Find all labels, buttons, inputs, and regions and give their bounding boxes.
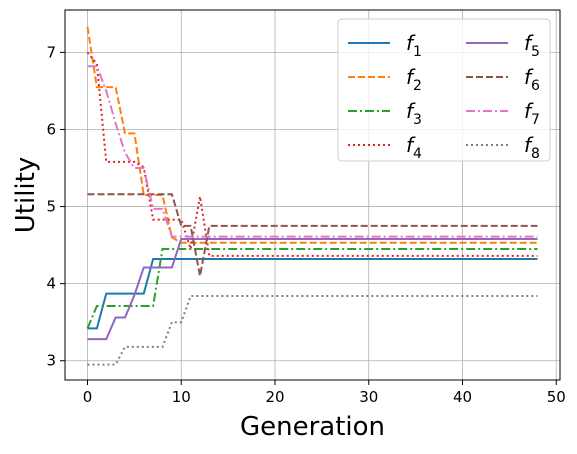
y-tick-label: 7 <box>46 43 56 61</box>
legend-label-subscript: 3 <box>413 112 422 128</box>
series-layer <box>86 26 538 366</box>
legend-label-subscript: 2 <box>413 78 422 94</box>
legend-label-base: f <box>406 65 416 89</box>
x-tick-label: 40 <box>453 388 472 406</box>
legend-label-f6: f6 <box>524 65 540 94</box>
legend-label-base: f <box>524 99 534 123</box>
legend-label-f2: f2 <box>406 65 422 94</box>
tick-layer: 0 10 20 30 40 50 3 4 5 6 7 <box>46 43 565 406</box>
series-line-f8 <box>87 294 538 366</box>
x-tick-label: 50 <box>547 388 566 406</box>
legend-label-subscript: 1 <box>413 44 422 60</box>
legend-label-base: f <box>406 99 416 123</box>
series-line-f3 <box>86 247 538 329</box>
y-tick-label: 6 <box>46 120 56 138</box>
legend-label-base: f <box>524 31 534 55</box>
y-axis-label: Utility <box>11 157 41 233</box>
legend-label-base: f <box>406 133 416 157</box>
series-line-f7 <box>87 65 538 238</box>
legend-label-subscript: 8 <box>531 146 540 162</box>
legend-label-subscript: 7 <box>531 112 540 128</box>
series-line-f1 <box>87 257 538 330</box>
legend-label-f4: f4 <box>406 133 422 162</box>
legend-label-subscript: 6 <box>531 78 540 94</box>
x-tick-label: 10 <box>172 388 191 406</box>
series-line-f5 <box>87 237 538 341</box>
legend-label-f7: f7 <box>524 99 540 128</box>
legend-label-f8: f8 <box>524 133 540 162</box>
legend-label-f3: f3 <box>406 99 422 128</box>
legend-label-f1: f1 <box>406 31 422 60</box>
legend-label-base: f <box>524 65 534 89</box>
y-tick-label: 4 <box>46 275 56 293</box>
x-tick-label: 30 <box>359 388 378 406</box>
y-tick-label: 5 <box>46 198 56 216</box>
legend-label-base: f <box>406 31 416 55</box>
legend-label-base: f <box>524 133 534 157</box>
legend-label-subscript: 4 <box>413 146 422 162</box>
legend-label-f5: f5 <box>524 31 540 60</box>
legend-box <box>337 18 551 162</box>
x-axis-label: Generation <box>240 412 385 442</box>
plot-frame <box>64 9 561 381</box>
legend-label-subscript: 5 <box>531 44 540 60</box>
series-line-f4 <box>86 51 538 257</box>
series-line-f6 <box>87 193 538 277</box>
y-tick-label: 3 <box>46 352 56 370</box>
x-tick-label: 20 <box>265 388 284 406</box>
x-tick-label: 0 <box>83 388 93 406</box>
